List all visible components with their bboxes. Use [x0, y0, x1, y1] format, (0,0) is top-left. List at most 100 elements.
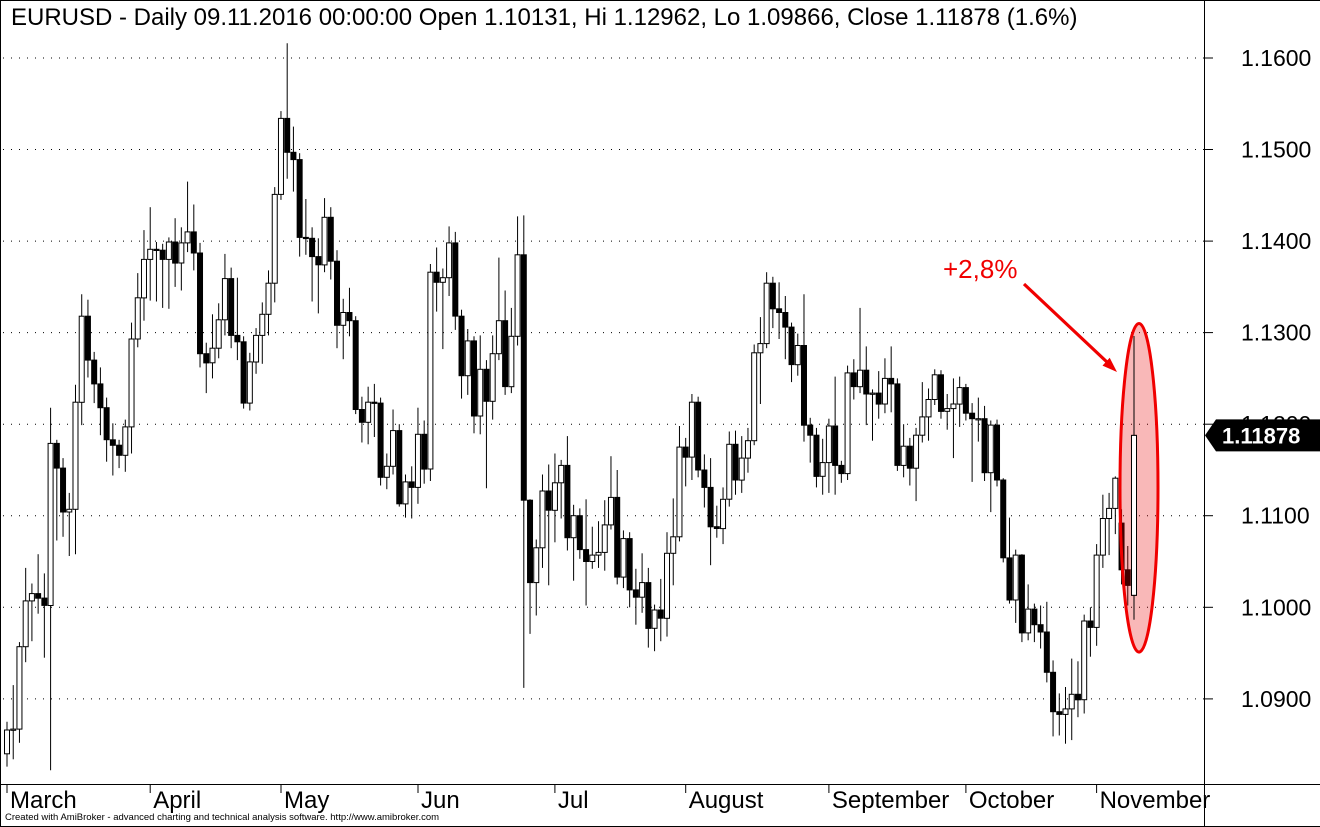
candle-body [483, 368, 490, 402]
candle [1050, 660, 1057, 737]
candle [769, 276, 776, 329]
candle [707, 458, 714, 566]
candle-body [850, 372, 857, 388]
candle-body [159, 249, 166, 260]
candle-body [670, 536, 677, 554]
candle [259, 302, 266, 364]
candle [470, 336, 477, 434]
candle [545, 464, 552, 586]
candle-body [919, 416, 926, 436]
candle-body [427, 271, 434, 470]
candle-body [240, 341, 247, 404]
candle [614, 470, 621, 585]
candle-body [589, 554, 596, 562]
candle [365, 386, 372, 445]
candle-body [165, 241, 172, 260]
candle-body [215, 319, 222, 349]
candle [950, 378, 957, 459]
candle [321, 198, 328, 273]
candle-body [1056, 711, 1063, 715]
highlight-ellipse [1118, 322, 1160, 654]
candle [271, 187, 278, 303]
candle [128, 322, 135, 454]
candle-body [657, 609, 664, 619]
candle [1031, 603, 1038, 643]
candle [47, 407, 54, 771]
candle-body [838, 464, 845, 475]
y-axis-label: 1.1300 [1241, 320, 1311, 346]
x-axis-month-label: April [153, 787, 201, 814]
candle-body [28, 593, 35, 602]
candle [832, 376, 839, 495]
candle [246, 352, 253, 411]
candle [97, 367, 104, 436]
candle [807, 417, 814, 463]
candle-body [464, 340, 471, 377]
candle-body [944, 408, 951, 412]
candle [508, 307, 515, 394]
candle-body [290, 151, 297, 161]
candle-body [91, 359, 98, 385]
x-axis-month-label: September [832, 787, 949, 814]
candle [620, 530, 627, 589]
candle-body [726, 443, 733, 500]
candle-body [178, 242, 185, 264]
candle-body [402, 481, 409, 505]
candle [1081, 614, 1088, 714]
candle [1068, 658, 1075, 741]
candle [495, 257, 502, 361]
candle [91, 351, 98, 404]
candle [931, 369, 938, 405]
candle [458, 309, 465, 399]
candle [726, 431, 733, 507]
candle [863, 346, 870, 426]
candle [695, 396, 702, 478]
candle [520, 215, 527, 688]
candle-body [626, 538, 633, 591]
candle [346, 287, 353, 337]
x-axis-month-label: August [689, 787, 764, 814]
candle-body [1087, 620, 1094, 628]
candle [1012, 549, 1019, 623]
candle [551, 453, 558, 543]
candle [396, 424, 403, 507]
candle-body [1012, 554, 1019, 601]
candle-body [22, 600, 29, 648]
candle-body [446, 242, 453, 279]
candle-body [763, 282, 770, 345]
candle [53, 439, 60, 541]
candle-body [757, 343, 764, 354]
candle [477, 335, 484, 435]
candle-body [35, 593, 42, 599]
y-axis-label: 1.1500 [1241, 137, 1311, 163]
candle-body [576, 515, 583, 551]
candle [184, 181, 191, 253]
candle [688, 394, 695, 480]
candle-body [595, 551, 602, 556]
candle-body [863, 369, 870, 395]
candle-body [284, 117, 291, 153]
candle-body [140, 258, 147, 299]
candle-body [97, 383, 104, 409]
candle [1099, 494, 1106, 568]
candle-body [66, 508, 73, 513]
candle [402, 474, 409, 518]
candle-body [309, 237, 316, 258]
candle [788, 322, 795, 383]
candle-body [857, 369, 864, 388]
x-axis-month-label: Jun [421, 787, 460, 814]
candle-body [109, 439, 116, 446]
chart-title: EURUSD - Daily 09.11.2016 00:00:00 Open … [11, 4, 1078, 31]
candle-body [209, 347, 216, 364]
candle [265, 270, 272, 336]
candle-body [122, 426, 129, 456]
candle [913, 427, 920, 502]
candle [228, 267, 235, 349]
candle-body [545, 490, 552, 511]
candle [720, 487, 727, 545]
candle [10, 685, 17, 760]
candle [583, 499, 590, 606]
candle-body [439, 277, 446, 283]
candle [514, 216, 521, 346]
